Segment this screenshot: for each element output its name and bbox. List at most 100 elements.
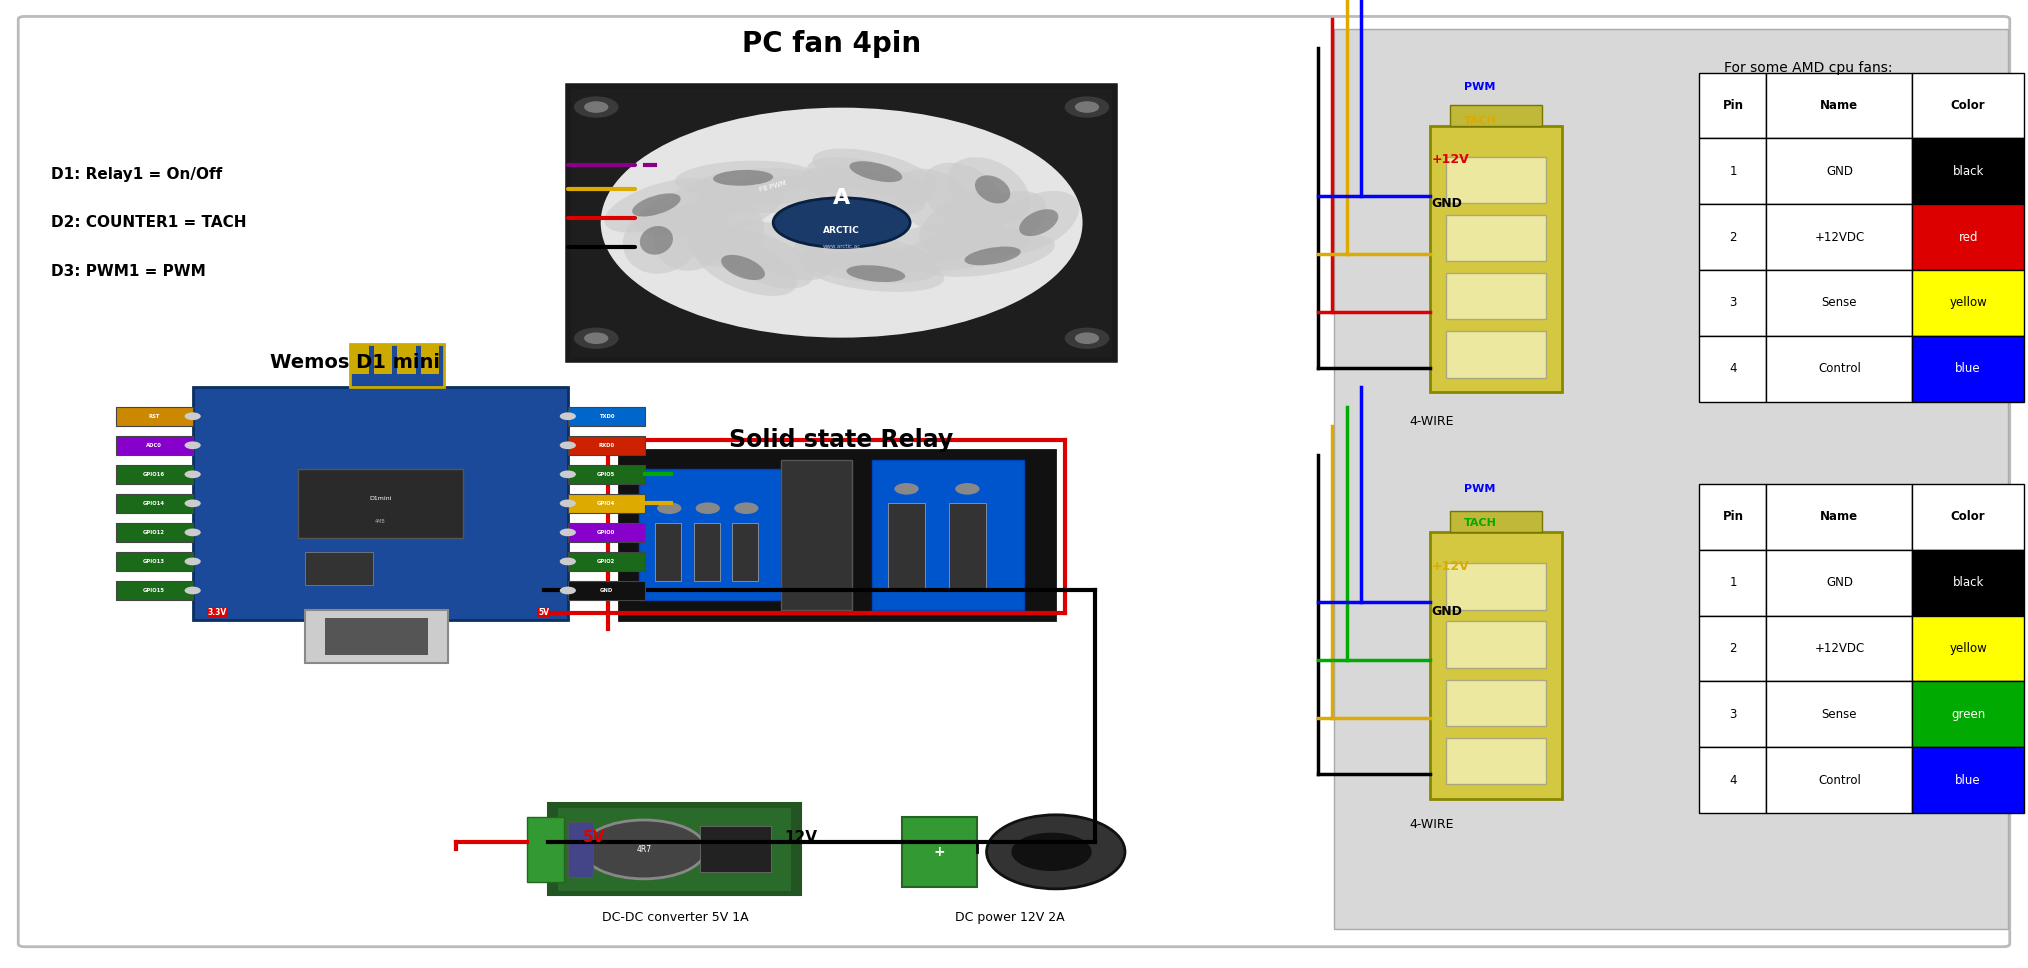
Bar [1446,273,1545,319]
Ellipse shape [635,181,750,235]
Bar [1430,126,1562,392]
Ellipse shape [639,226,673,255]
Text: +12VDC: +12VDC [1815,642,1864,655]
Text: TACH: TACH [1464,116,1497,126]
Bar [548,803,801,895]
Bar [700,827,771,872]
Ellipse shape [675,161,817,197]
Bar [304,552,373,585]
Bar [1766,550,1912,616]
Circle shape [600,107,1083,338]
Bar [116,581,193,600]
Text: GPIO4: GPIO4 [598,500,614,506]
Text: GPIO2: GPIO2 [598,559,614,564]
Bar [1699,616,1766,681]
Bar [1766,681,1912,747]
Text: 4R7: 4R7 [637,845,651,854]
Text: PC fan 4pin: PC fan 4pin [742,30,921,57]
Ellipse shape [988,191,1079,255]
Text: 1: 1 [1730,165,1736,178]
Circle shape [560,441,576,449]
Ellipse shape [722,255,765,280]
Bar [1446,215,1545,261]
Text: A: A [834,189,850,208]
Bar [116,465,193,484]
Circle shape [574,327,619,348]
Text: GND: GND [1432,197,1462,210]
Ellipse shape [846,265,904,282]
Ellipse shape [975,175,1010,203]
Bar [527,817,564,882]
Bar [1912,336,2024,402]
Bar [1450,105,1541,126]
Text: GPIO5: GPIO5 [598,471,614,477]
Ellipse shape [799,244,939,284]
Text: GPIO12: GPIO12 [144,529,164,535]
Bar [1912,204,2024,270]
Ellipse shape [965,247,1020,265]
Ellipse shape [687,199,765,267]
Text: Pin: Pin [1722,99,1744,112]
Ellipse shape [870,222,1002,265]
Bar [568,822,594,877]
Bar [327,618,428,655]
Text: RST: RST [148,413,160,419]
Text: 5V: 5V [537,608,550,617]
Ellipse shape [986,815,1126,889]
Text: 4-WIRE: 4-WIRE [1409,414,1454,428]
Text: F8 PWM: F8 PWM [758,179,787,193]
Circle shape [185,441,201,449]
Circle shape [185,412,201,420]
Text: DC power 12V 2A: DC power 12V 2A [955,911,1065,924]
Circle shape [574,97,619,118]
Ellipse shape [805,253,945,292]
Circle shape [955,483,980,495]
Ellipse shape [919,191,1010,255]
Bar [1446,680,1545,726]
Text: GND: GND [1825,165,1854,178]
Text: 2: 2 [1730,230,1736,244]
Text: Wemos D1 mini: Wemos D1 mini [270,353,440,373]
Bar [568,436,645,455]
Bar [568,407,645,426]
Bar [1912,73,2024,138]
Bar [1766,484,1912,550]
Text: ARCTIC: ARCTIC [823,226,860,235]
Circle shape [560,529,576,536]
Bar [568,494,645,513]
Ellipse shape [710,176,852,213]
Circle shape [1065,97,1109,118]
Circle shape [185,529,201,536]
Circle shape [696,502,720,514]
Text: Control: Control [1817,773,1862,787]
Circle shape [1075,102,1099,113]
Text: GPIO14: GPIO14 [144,500,164,506]
Circle shape [582,820,706,879]
Text: GPIO16: GPIO16 [144,471,164,477]
Bar [781,460,852,610]
Ellipse shape [923,233,1055,277]
Text: yellow: yellow [1949,642,1987,655]
Bar [568,465,645,484]
Text: D2: COUNTER1 = TACH: D2: COUNTER1 = TACH [51,215,245,230]
Bar [655,523,681,581]
Ellipse shape [793,235,933,274]
Bar [351,344,369,375]
Ellipse shape [728,221,831,281]
Bar [732,523,758,581]
Bar [872,460,1024,610]
Bar [116,407,193,426]
Circle shape [1065,327,1109,348]
Bar [1766,204,1912,270]
Text: TXD0: TXD0 [598,413,614,419]
Ellipse shape [896,227,1030,271]
Bar [1446,563,1545,610]
Circle shape [734,502,758,514]
Bar [1450,511,1541,532]
Text: For some AMD cpu fans:: For some AMD cpu fans: [1724,61,1892,75]
Text: blue: blue [1955,362,1981,376]
Text: Name: Name [1821,510,1858,524]
Text: 12V: 12V [785,830,817,845]
Text: red: red [1959,230,1977,244]
Bar [420,344,440,375]
